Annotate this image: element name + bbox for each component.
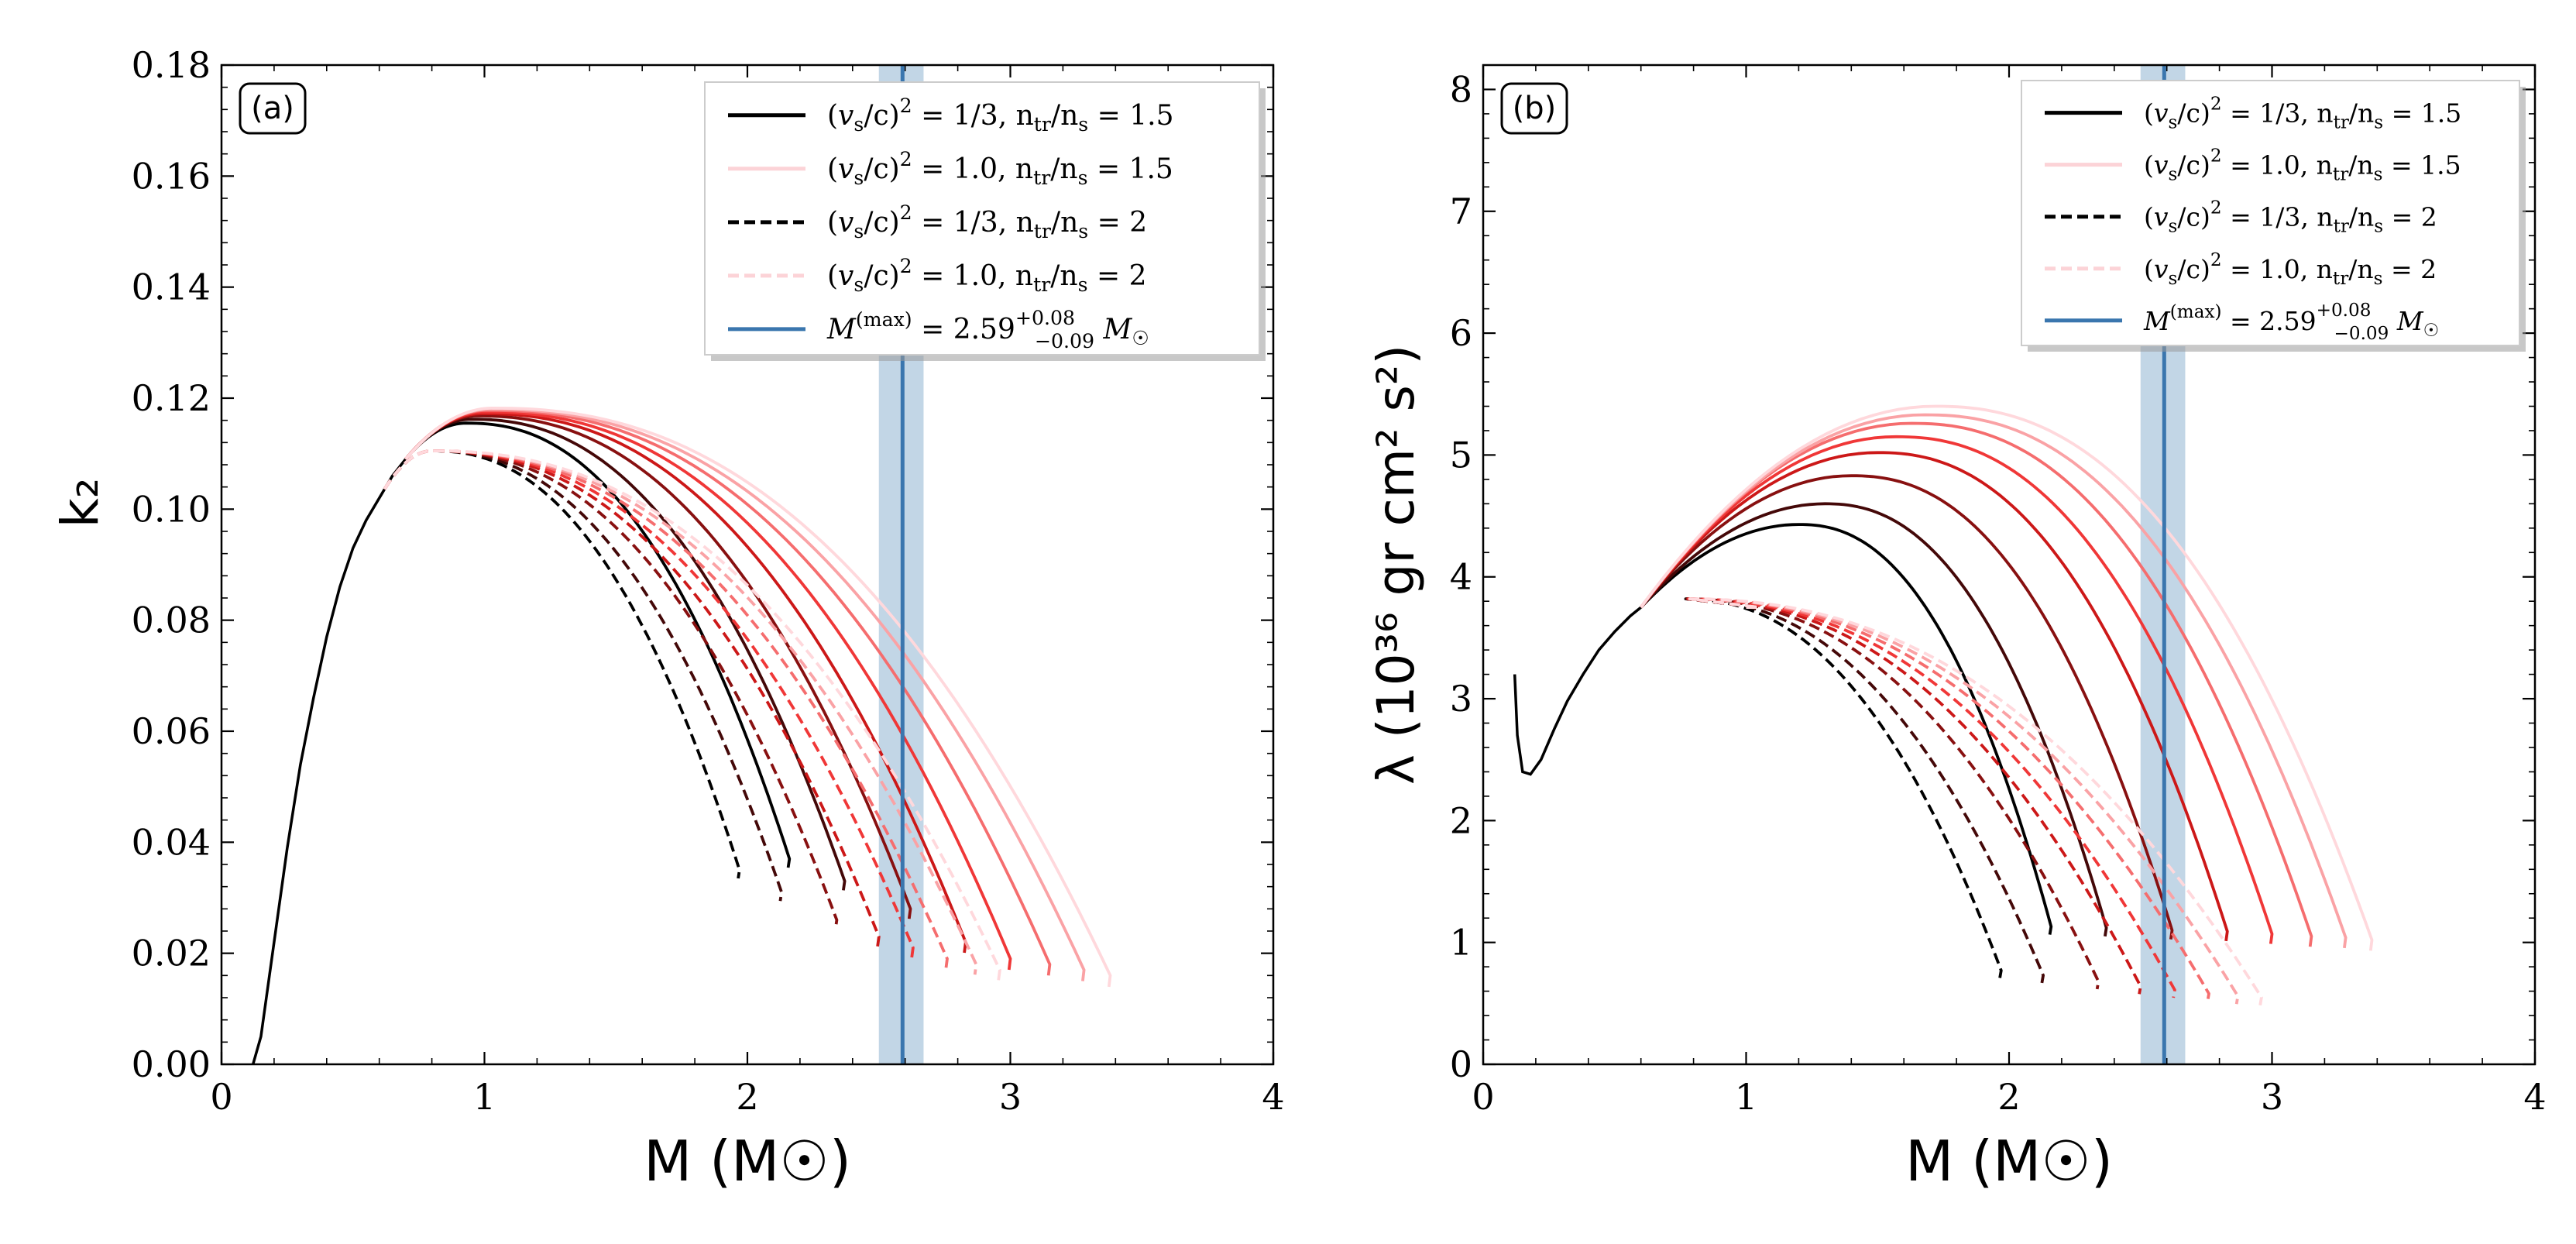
legend-label-4: (vs/c)2 = 1.0, ntr/ns = 2 [2144, 250, 2437, 289]
y-tick-label: 0.06 [132, 710, 211, 752]
legend-box [704, 81, 1260, 356]
series-solid-curve-2 [1640, 502, 2108, 937]
y-tick-label: 3 [1450, 678, 1472, 720]
series-solid-curve-7 [1640, 413, 2348, 949]
x-axis-title: M (M☉) [1905, 1129, 2113, 1194]
y-tick-label: 5 [1450, 434, 1472, 476]
panel-a: 0 1 2 3 4 0.00 0.02 0.04 0.06 0.08 0.10 0.12 0.14 0.1… [50, 44, 1285, 1194]
panel-label: (a) [251, 91, 294, 126]
series-common-branch [1513, 606, 1642, 776]
x-tick-label: 3 [2261, 1076, 2283, 1118]
series-solid-curve-5 [1640, 435, 2274, 944]
legend-label-5: M(max) = 2.59+0.08 −0.09 M☉ [2143, 301, 2439, 344]
y-tick-label: 2 [1450, 799, 1472, 841]
y-tick-label: 4 [1450, 556, 1472, 598]
panel-label-box [1500, 82, 1568, 135]
panel-label-box [239, 82, 307, 135]
y-tick-label: 0.08 [132, 600, 211, 641]
legend-label-1: (vs/c)2 = 1/3, ntr/ns = 1.5 [2144, 95, 2461, 133]
series-dashed-curve-8 [383, 449, 1001, 981]
y-tick-label: 0.12 [132, 377, 211, 419]
legend-label-1: (vs/c)2 = 1/3, ntr/ns = 1.5 [827, 95, 1174, 136]
y-tick-label: 6 [1450, 312, 1472, 354]
legend-label-2: (vs/c)2 = 1.0, ntr/ns = 1.5 [827, 148, 1173, 189]
panel-b: 0 1 2 3 4 0 1 2 3 4 5 6 7 8 M (M☉) λ (10³⁶ gr cm² s²) (b… [1366, 64, 2547, 1194]
x-tick-label: 3 [999, 1076, 1022, 1118]
y-tick-label: 0.14 [132, 266, 211, 308]
y-tick-label: 0.04 [132, 821, 211, 863]
y-axis-title: k₂ [50, 478, 110, 528]
legend-box [2021, 80, 2520, 346]
series-solid-curve-4 [1640, 451, 2229, 942]
series-solid-curve-8 [1640, 404, 2374, 951]
y-tick-label: 8 [1450, 68, 1472, 110]
panel-label: (b) [1513, 91, 1557, 126]
x-axis-title: M (M☉) [644, 1129, 851, 1194]
x-tick-label: 0 [210, 1076, 232, 1118]
legend: (vs/c)2 = 1/3, ntr/ns = 1.5 (vs/c)2 = 1.0… [2021, 80, 2526, 352]
legend-label-2: (vs/c)2 = 1.0, ntr/ns = 1.5 [2144, 146, 2461, 185]
y-tick-label: 0.00 [132, 1043, 211, 1085]
series-solid-curve-1 [1640, 523, 2053, 935]
legend-label-4: (vs/c)2 = 1.0, ntr/ns = 2 [827, 255, 1146, 296]
series-dashed-curve-8 [1688, 597, 2263, 1006]
legend-label-5: M(max) = 2.59+0.08 −0.09 M☉ [826, 307, 1149, 352]
legend-label-3: (vs/c)2 = 1/3, ntr/ns = 2 [2144, 198, 2437, 237]
x-tick-label: 0 [1472, 1076, 1494, 1118]
legend: (vs/c)2 = 1/3, ntr/ns = 1.5 (vs/c)2 = 1.0… [704, 81, 1266, 361]
x-tick-label: 4 [2523, 1076, 2546, 1118]
y-tick-label: 7 [1450, 191, 1472, 232]
x-tick-label: 2 [1997, 1076, 2020, 1118]
x-tick-label: 1 [1735, 1076, 1757, 1118]
series-solid-curve-3 [1640, 474, 2174, 940]
y-tick-label: 1 [1450, 922, 1472, 964]
x-tick-label: 4 [1262, 1076, 1284, 1118]
x-tick-label: 1 [473, 1076, 496, 1118]
series-solid-curve-6 [1640, 421, 2313, 947]
series-common-branch [252, 458, 407, 1064]
plot-area [252, 407, 1112, 1064]
y-tick-label: 0.16 [132, 155, 211, 197]
plot-area [1513, 404, 2374, 1006]
y-tick-label: 0.18 [132, 44, 211, 86]
y-tick-label: 0 [1450, 1043, 1472, 1085]
y-tick-label: 0.02 [132, 933, 211, 974]
y-axis-title: λ (10³⁶ gr cm² s²) [1366, 345, 1426, 785]
x-tick-label: 2 [736, 1076, 758, 1118]
legend-label-3: (vs/c)2 = 1/3, ntr/ns = 2 [827, 201, 1147, 242]
y-tick-label: 0.10 [132, 488, 211, 530]
series-solid-curve-8 [404, 407, 1112, 988]
